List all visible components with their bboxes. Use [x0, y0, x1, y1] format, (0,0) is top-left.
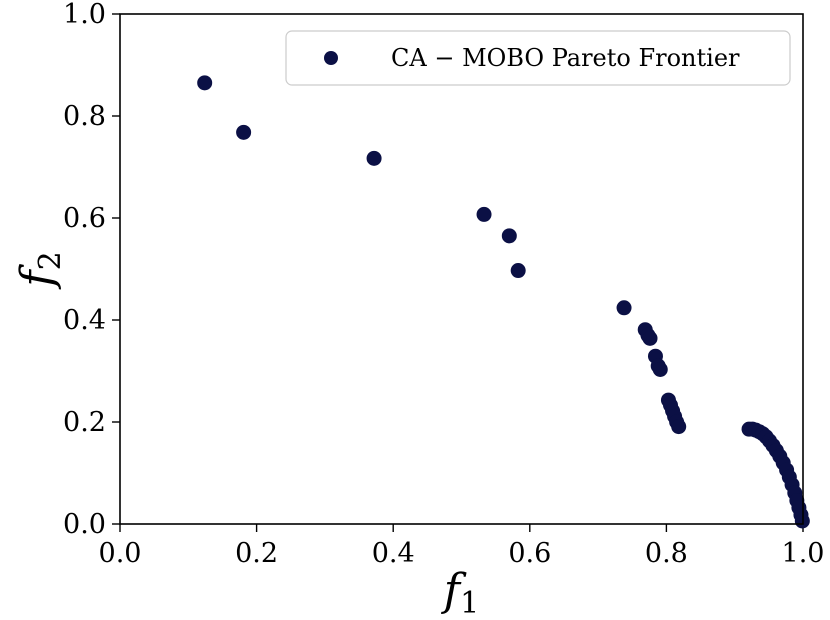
data-point: [236, 124, 252, 140]
x-tick-label: 0.2: [235, 538, 278, 569]
data-point: [671, 419, 687, 435]
data-point: [652, 361, 668, 377]
x-axis-label: f1: [441, 565, 479, 620]
data-point: [197, 75, 213, 91]
y-axis-label-subscript: 2: [33, 251, 68, 270]
y-tick-label: 1.0: [63, 0, 106, 30]
x-tick-label: 0.4: [372, 538, 415, 569]
data-point: [501, 228, 517, 244]
x-tick-label: 0.0: [99, 538, 142, 569]
legend: CA − MOBO Pareto Frontier: [285, 30, 791, 86]
data-point: [642, 330, 658, 346]
x-tick-label: 0.8: [645, 538, 688, 569]
data-point: [510, 263, 526, 279]
legend-label: CA − MOBO Pareto Frontier: [391, 44, 740, 72]
y-tick-label: 0.2: [63, 407, 106, 438]
data-point: [366, 150, 382, 166]
y-tick-label: 0.8: [63, 101, 106, 132]
x-axis-label-subscript: 1: [460, 586, 479, 620]
points-layer: [197, 75, 810, 529]
x-tick-label: 0.6: [508, 538, 551, 569]
x-tick-label: 1.0: [782, 538, 825, 569]
data-point: [476, 206, 492, 222]
y-axis-label: f2: [12, 251, 68, 289]
plot-frame: [119, 13, 804, 525]
y-tick-label: 0.4: [63, 305, 106, 336]
ticks-layer: 0.0 0.2 0.4 0.6 0.8 1.0 0.0 0.2 0.4 0.6 0.8 1.0: [63, 0, 824, 569]
legend-marker: [324, 51, 338, 65]
data-point: [616, 300, 632, 316]
y-tick-label: 0.0: [63, 509, 106, 540]
legend-box: [285, 30, 791, 86]
y-tick-label: 0.6: [63, 203, 106, 234]
